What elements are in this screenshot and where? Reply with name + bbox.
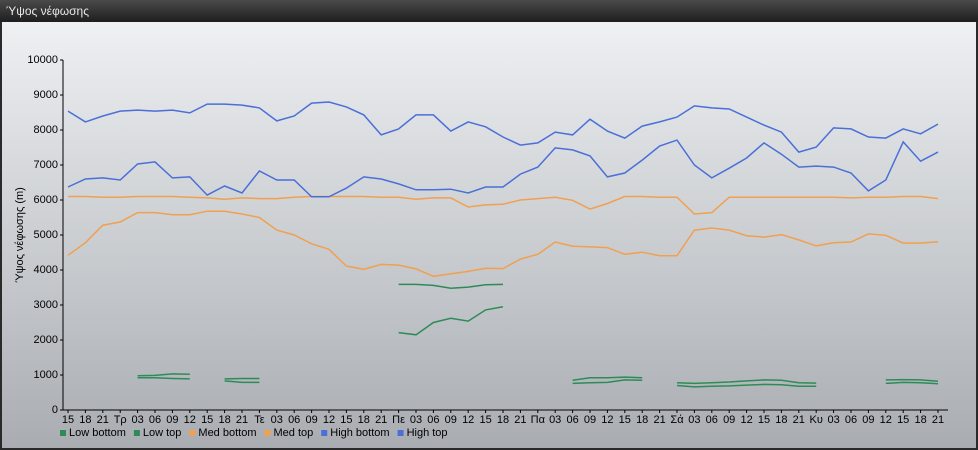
x-tick-label: 03: [827, 414, 839, 426]
legend-swatch: [264, 430, 271, 436]
series-line: [137, 306, 939, 388]
series-line: [67, 101, 939, 153]
legend-swatch: [60, 430, 66, 436]
x-tick-label: Τε: [254, 414, 265, 426]
x-tick-label: 18: [79, 414, 91, 426]
x-tick-label: 03: [131, 414, 143, 426]
x-tick-label: 12: [184, 414, 196, 426]
series-line: [67, 210, 939, 278]
x-tick-label: 06: [706, 414, 718, 426]
x-tick-label: 09: [445, 414, 457, 426]
x-tick-label: 21: [514, 414, 526, 426]
x-tick-label: 03: [271, 414, 283, 426]
y-tick-label: 1000: [34, 369, 58, 381]
x-tick-label: 15: [758, 414, 770, 426]
x-tick-label: 06: [566, 414, 578, 426]
x-tick-label: 06: [149, 414, 161, 426]
x-tick-label: 09: [584, 414, 596, 426]
x-tick-label: Σά: [670, 414, 684, 426]
legend-swatch: [133, 430, 140, 436]
x-tick-label: 21: [236, 414, 248, 426]
x-tick-label: 15: [201, 414, 213, 426]
x-tick-label: 06: [427, 414, 439, 426]
y-tick-label: 3000: [34, 299, 58, 311]
chart-panel: [2, 22, 976, 448]
legend-label: Med top: [274, 427, 314, 439]
x-tick-label: 21: [653, 414, 665, 426]
window-title: Ύψος νέφωσης: [6, 4, 89, 18]
y-tick-label: 8000: [34, 124, 58, 136]
y-axis-label: Ύψος νέφωσης (m): [14, 187, 26, 283]
x-tick-label: 09: [166, 414, 178, 426]
legend-label: Low bottom: [69, 427, 126, 439]
x-tick-label: 18: [775, 414, 787, 426]
x-tick-label: 18: [914, 414, 926, 426]
legend-label: Low top: [143, 427, 182, 439]
x-tick-label: 03: [410, 414, 422, 426]
x-tick-label: 21: [375, 414, 387, 426]
x-tick-label: 15: [340, 414, 352, 426]
y-tick-label: 5000: [34, 229, 58, 241]
x-tick-label: 15: [619, 414, 631, 426]
x-tick-label: Πε: [392, 414, 405, 426]
legend-swatch: [189, 430, 196, 436]
y-tick-label: 7000: [34, 159, 58, 171]
x-tick-label: 03: [688, 414, 700, 426]
x-tick-label: 21: [793, 414, 805, 426]
legend-swatch: [397, 430, 404, 436]
legend-label: High bottom: [330, 427, 389, 439]
x-tick-label: 21: [97, 414, 109, 426]
legend-label: Med bottom: [198, 427, 256, 439]
y-tick-label: 4000: [34, 264, 58, 276]
y-tick-label: 6000: [34, 194, 58, 206]
x-tick-label: 12: [323, 414, 335, 426]
series-line: [67, 139, 939, 198]
x-tick-label: 09: [723, 414, 735, 426]
x-tick-label: 12: [740, 414, 752, 426]
x-tick-label: 12: [880, 414, 892, 426]
x-tick-label: 18: [497, 414, 509, 426]
x-tick-label: Πα: [531, 414, 546, 426]
x-tick-label: 21: [932, 414, 944, 426]
x-tick-label: 03: [549, 414, 561, 426]
x-tick-label: Τρ: [114, 414, 127, 426]
y-tick-label: 0: [52, 404, 58, 416]
x-tick-label: 18: [218, 414, 230, 426]
title-bar: [0, 0, 978, 22]
x-tick-label: 18: [358, 414, 370, 426]
y-tick-label: 2000: [34, 334, 58, 346]
x-tick-label: 15: [897, 414, 909, 426]
x-tick-label: 15: [479, 414, 491, 426]
x-tick-label: Κυ: [810, 414, 823, 426]
x-tick-label: 18: [636, 414, 648, 426]
x-tick-label: 06: [288, 414, 300, 426]
x-tick-label: 09: [305, 414, 317, 426]
series-line: [68, 195, 939, 215]
series-line: [137, 283, 939, 385]
y-tick-label: 10000: [27, 54, 58, 66]
legend-swatch: [321, 430, 328, 436]
x-tick-label: 12: [462, 414, 474, 426]
x-tick-label: 12: [601, 414, 613, 426]
y-tick-label: 9000: [34, 89, 58, 101]
x-tick-label: 06: [845, 414, 857, 426]
legend-label: High top: [407, 427, 448, 439]
x-tick-label: 09: [862, 414, 874, 426]
x-tick-label: 15: [62, 414, 74, 426]
